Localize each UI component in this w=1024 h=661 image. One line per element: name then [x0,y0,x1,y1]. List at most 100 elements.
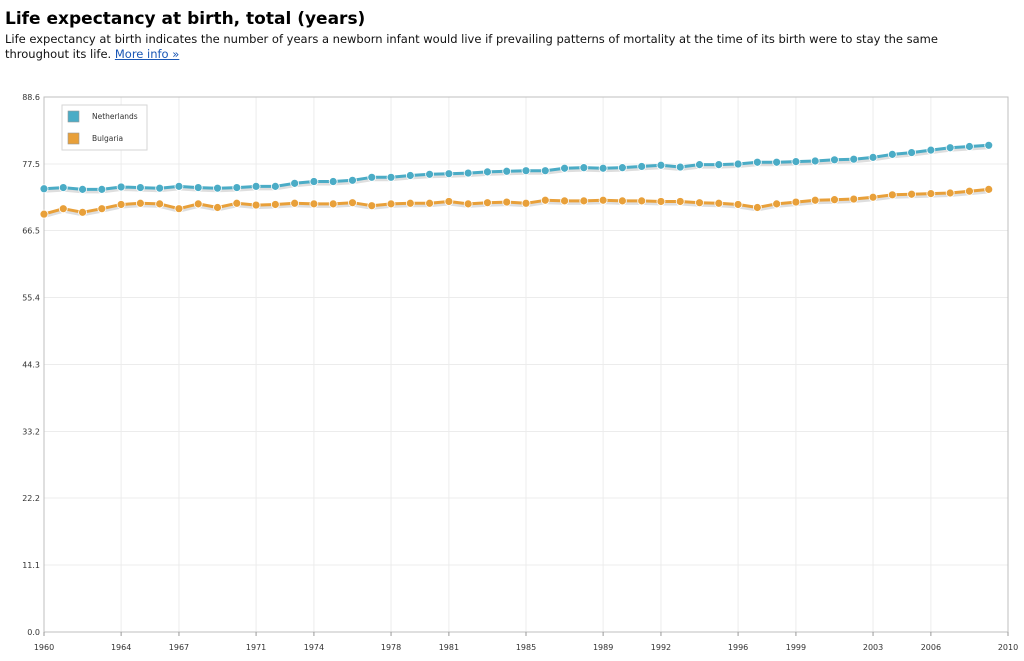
data-point-bulgaria [733,200,743,209]
y-tick-label: 22.2 [22,494,40,503]
data-point-bulgaria [290,198,300,208]
data-point-bulgaria [637,196,647,206]
data-point-bulgaria [78,207,87,217]
data-point-netherlands [348,175,357,185]
x-tick-label: 1971 [246,643,266,652]
legend-label-netherlands: Netherlands [92,112,138,121]
data-point-netherlands [733,159,743,169]
data-point-bulgaria [386,199,396,209]
x-tick-label: 2006 [921,643,941,652]
data-point-bulgaria [887,190,897,200]
data-point-bulgaria [618,196,627,206]
series-netherlands [39,140,994,194]
data-point-bulgaria [752,203,762,212]
data-point-netherlands [502,166,512,176]
data-point-netherlands [965,142,974,151]
chart-grid [43,96,1009,633]
data-point-bulgaria [521,198,531,208]
chart-axes: 0.0 11.1 22.2 33.2 44.3 55.4 66.5 77.5 88.6 1960 1… [22,93,1018,652]
x-tick-label: 1978 [381,643,401,652]
data-point-netherlands [521,166,531,176]
data-point-bulgaria [483,198,492,208]
data-point-bulgaria [772,199,782,209]
data-point-netherlands [290,178,300,188]
data-point-bulgaria [984,184,994,194]
data-point-netherlands [695,160,704,170]
series-line-netherlands [43,143,989,191]
data-point-netherlands [232,183,242,192]
data-point-bulgaria [830,195,839,205]
legend-swatch-netherlands [67,110,80,123]
more-info-link[interactable]: More info » [114,47,180,61]
data-point-bulgaria [926,189,936,199]
data-point-netherlands [656,160,666,170]
data-point-netherlands [328,177,338,186]
data-point-bulgaria [58,204,68,214]
x-tick-label: 1996 [728,643,748,652]
data-point-bulgaria [849,194,859,204]
x-tick-label: 1964 [111,643,131,652]
y-tick-label: 33.2 [22,428,40,437]
data-point-netherlands [97,184,107,194]
data-point-bulgaria [425,198,435,208]
y-tick-label: 55.4 [22,293,40,302]
data-point-netherlands [405,171,415,180]
data-point-netherlands [791,157,801,167]
data-point-bulgaria [598,195,608,205]
data-point-netherlands [58,183,68,192]
data-point-netherlands [849,154,859,164]
data-point-netherlands [463,168,473,178]
data-point-bulgaria [714,198,724,208]
chart-legend: Netherlands Bulgaria [61,104,148,151]
x-tick-label: 1989 [593,643,613,652]
data-point-bulgaria [97,204,107,214]
data-point-bulgaria [945,188,955,198]
x-tick-label: 2003 [863,643,883,652]
data-point-netherlands [270,181,280,191]
description-text: Life expectancy at birth indicates the n… [5,32,938,61]
data-point-netherlands [367,172,377,182]
data-point-netherlands [386,172,396,182]
data-point-netherlands [907,148,916,157]
data-point-bulgaria [540,195,550,205]
chart-title: Life expectancy at birth, total (years) [5,9,366,29]
data-point-bulgaria [907,189,916,199]
data-point-bulgaria [502,197,512,207]
data-point-bulgaria [270,200,280,209]
data-point-bulgaria [309,199,319,209]
data-point-netherlands [752,157,762,167]
chart-description: Life expectancy at birth indicates the n… [5,32,1005,62]
data-point-netherlands [714,160,724,170]
data-point-bulgaria [695,198,704,208]
x-tick-label: 1974 [304,643,324,652]
data-point-netherlands [155,183,165,193]
data-point-netherlands [483,167,492,177]
data-point-netherlands [540,166,550,176]
data-point-netherlands [830,155,839,165]
y-tick-label: 11.1 [22,561,40,570]
x-tick-label: 1981 [439,643,459,652]
data-point-bulgaria [328,199,338,209]
data-point-bulgaria [444,197,454,206]
data-point-netherlands [772,157,782,167]
data-point-bulgaria [348,198,357,208]
data-point-netherlands [135,183,145,192]
y-tick-label: 88.6 [22,93,40,102]
data-point-netherlands [618,163,627,173]
series-line-shadow-netherlands [43,145,989,194]
data-point-bulgaria [579,196,589,206]
data-point-bulgaria [213,203,222,212]
data-point-netherlands [637,162,647,171]
series-bulgaria [39,184,994,219]
data-point-bulgaria [193,199,203,209]
data-point-bulgaria [155,199,165,209]
data-point-bulgaria [675,197,685,206]
data-point-netherlands [78,184,87,194]
data-point-bulgaria [405,198,415,208]
data-point-bulgaria [135,198,145,208]
y-tick-label: 0.0 [27,628,40,637]
data-point-netherlands [926,145,936,155]
x-tick-label: 1999 [786,643,806,652]
data-point-bulgaria [251,200,261,210]
